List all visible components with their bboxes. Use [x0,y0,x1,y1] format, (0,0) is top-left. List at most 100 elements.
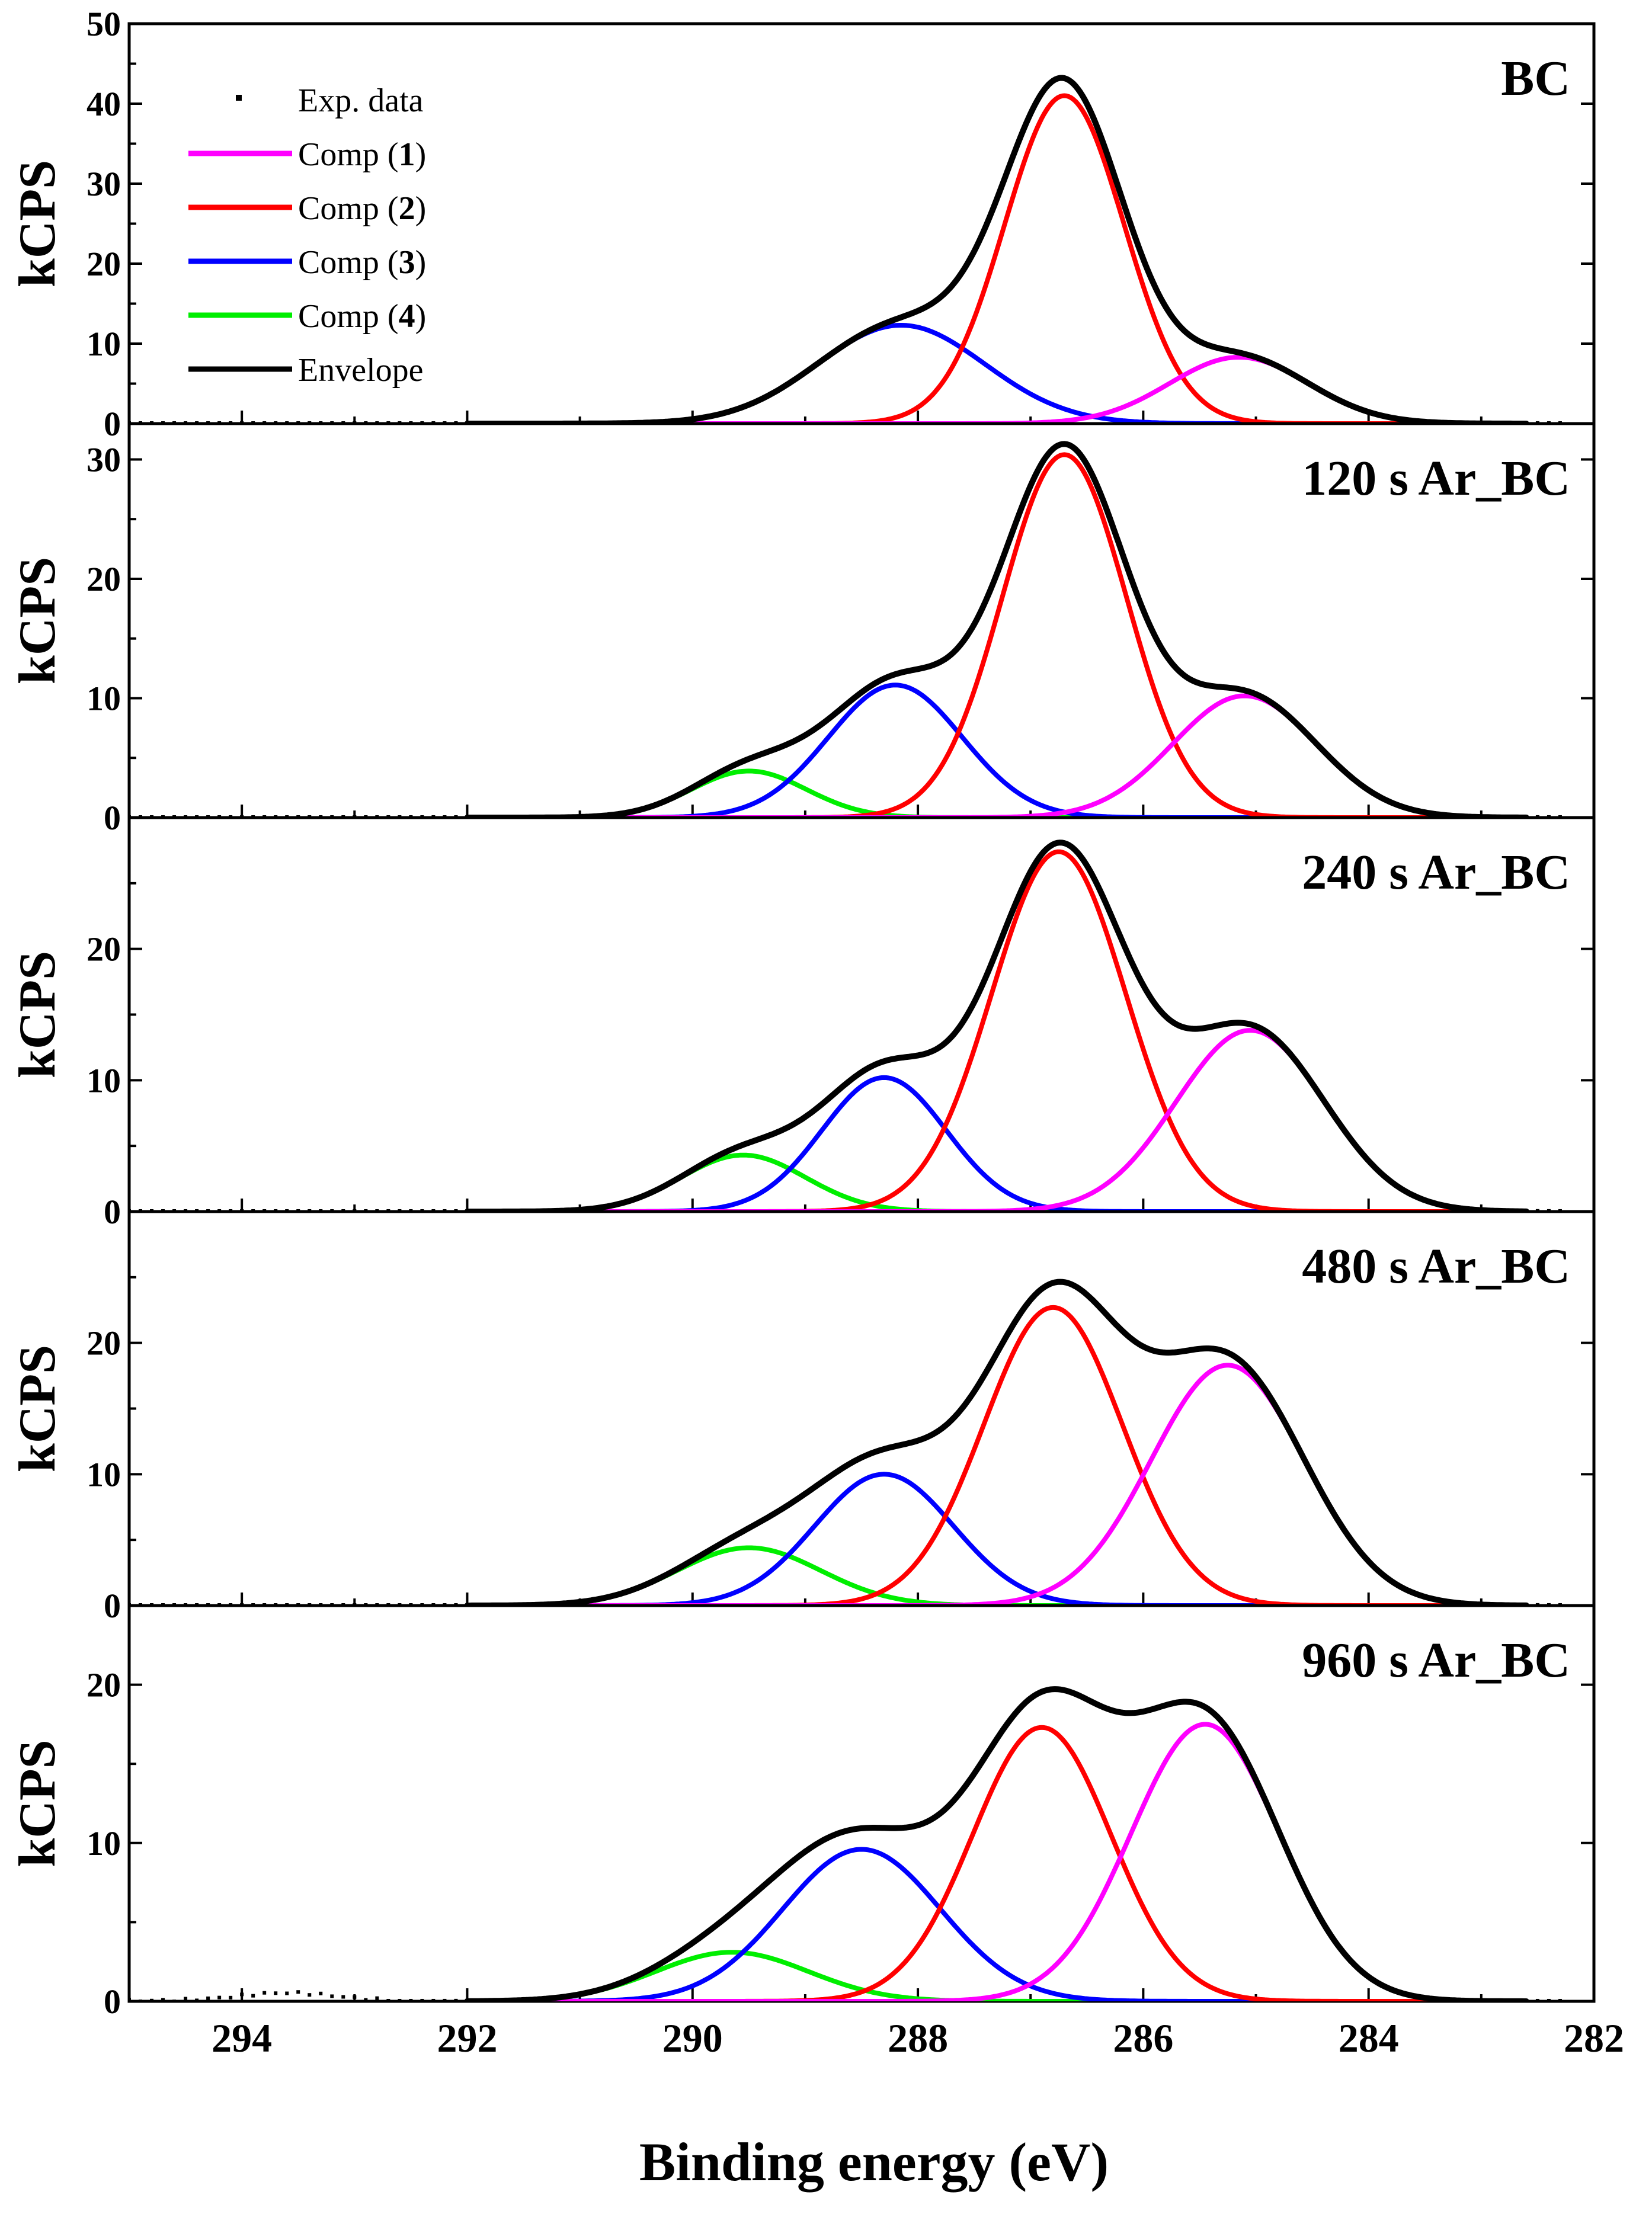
exp-data-point [1378,1569,1382,1574]
exp-data-point [1164,652,1168,656]
exp-data-point [645,1581,649,1585]
y-tick-label: 0 [104,1982,121,2021]
exp-data-point [1209,344,1213,348]
exp-data-point [319,1991,323,1995]
exp-data-point [1152,1706,1157,1710]
exp-data-point [454,1998,458,2001]
exp-data-point [1164,1703,1168,1707]
exp-data-point [679,791,683,795]
x-tick-label: 288 [888,2016,948,2061]
exp-data-point [1119,192,1123,196]
exp-data-point [792,377,796,382]
exp-data-point [871,1825,875,1829]
exp-data-point [747,402,751,406]
exp-data-point [1051,78,1055,82]
exp-data-point [521,1997,526,2001]
exp-data-point [645,420,649,424]
exp-data-point [1321,389,1326,393]
exp-data-point [1288,714,1292,719]
exp-data-point [961,1405,965,1409]
exp-data-point [713,1924,717,1928]
exp-data-point [1006,1720,1010,1724]
x-tick-label: 282 [1564,2016,1624,2061]
exp-data-point [780,1127,785,1132]
exp-data-point [1400,1187,1404,1191]
exp-data-point [1119,1710,1123,1714]
exp-data-point [1006,1331,1010,1335]
exp-data-point [589,1989,593,1994]
comp-4-curve [532,1950,1484,2001]
y-axis-label: kCPS [9,557,66,684]
y-tick-label: 10 [87,1061,121,1100]
exp-data-point [995,571,999,575]
x-axis: 294 292 290 288 286 284 282 [212,2016,1624,2061]
exp-data-point [679,1174,683,1178]
exp-data-point [894,672,898,676]
exp-data-point [1074,1284,1078,1288]
comp-1-curve [532,355,1484,424]
exp-data-point [905,1441,909,1445]
exp-data-point [1366,1559,1371,1563]
exp-data-point [780,1506,785,1510]
exp-data-point [172,2000,177,2001]
exp-data-point [1423,1197,1427,1201]
exp-data-point [657,1962,661,1966]
exp-data-point [657,801,661,805]
exp-data-point [1051,1687,1055,1691]
exp-data-point [1321,1493,1326,1497]
exp-data-point [724,410,728,414]
exp-data-point [702,1161,706,1165]
exp-data-point [690,785,694,789]
exp-data-point [623,1200,627,1204]
legend-entry-c4: Comp (4) [188,298,426,335]
exp-data-point [443,1998,447,2001]
exp-data-point [961,639,965,643]
y-tick-label: 40 [87,85,121,123]
exp-data-point [1288,370,1292,374]
exp-data-point [950,283,954,287]
panel-curves [129,1279,1562,1606]
exp-data-point [1231,349,1235,353]
exp-data-point [1265,1390,1269,1394]
exp-data-point [814,362,818,366]
exp-data-point [1524,1998,1528,2001]
exp-data-point [1040,851,1044,856]
exp-data-point [566,1994,571,1998]
exp-data-point [950,1417,954,1421]
exp-data-point [1040,1689,1044,1693]
exp-data-point [882,1446,886,1450]
exp-data-point [882,321,886,325]
exp-data-point [1074,84,1078,88]
exp-data-point [984,599,988,603]
exp-data-point [1017,511,1022,515]
exp-data-point [566,1600,571,1604]
panel-title: 240 s Ar_BC [1302,845,1570,900]
exp-data-point [1445,1204,1449,1208]
exp-data-point [1029,483,1033,487]
exp-data-point [769,1513,773,1517]
exp-data-point [1175,1022,1179,1026]
exp-data-point [1355,1145,1359,1149]
exp-data-point [905,669,909,673]
exp-data-point [679,1948,683,1952]
exp-data-point [612,1593,616,1597]
exp-data-point [1344,1953,1348,1957]
y-axis-label: kCPS [9,1739,66,1867]
exp-data-point [1074,1691,1078,1696]
exp-data-point [905,1825,909,1829]
exp-data-point [589,1598,593,1602]
exp-data-point [634,420,638,424]
exp-data-point [1265,1030,1269,1034]
exp-data-point [961,268,965,273]
exp-data-point [353,1995,357,1999]
exp-data-point [1152,1348,1157,1353]
legend-label: Envelope [298,352,423,389]
legend-label: Comp (3) [298,244,426,281]
exp-data-point [1209,1346,1213,1350]
exp-data-point [555,1208,559,1212]
exp-data-point [1445,420,1449,424]
exp-data-point [825,1835,830,1840]
exp-data-point [1107,158,1112,162]
exp-data-point [950,651,954,655]
exp-data-point [1445,1997,1449,2001]
